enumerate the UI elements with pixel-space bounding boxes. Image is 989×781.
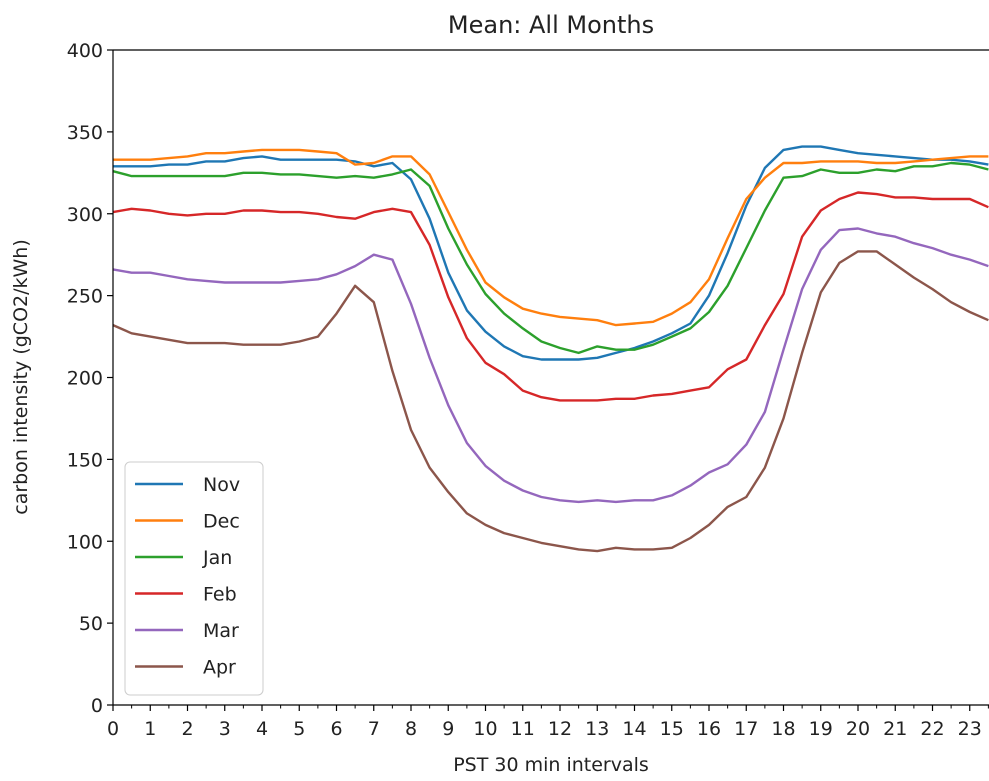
x-tick-label: 21	[883, 718, 907, 740]
legend-label-feb: Feb	[203, 584, 237, 606]
y-tick-label: 350	[67, 122, 103, 144]
x-tick-label: 16	[697, 718, 721, 740]
x-tick-label: 10	[473, 718, 497, 740]
x-tick-label: 2	[181, 718, 193, 740]
x-tick-label: 1	[144, 718, 156, 740]
chart-legend: Nov Dec Jan Feb Mar Apr	[124, 461, 264, 696]
legend-label-nov: Nov	[203, 474, 240, 496]
legend-label-apr: Apr	[203, 657, 236, 679]
legend-label-mar: Mar	[203, 620, 239, 642]
x-axis-label: PST 30 min intervals	[453, 754, 649, 776]
y-tick-label: 400	[67, 40, 103, 62]
x-tick-label: 15	[660, 718, 684, 740]
x-tick-label: 11	[511, 718, 535, 740]
legend-frame	[124, 461, 264, 696]
series-line-mar	[112, 227, 989, 504]
series-line-apr	[112, 250, 989, 553]
x-tick-label: 20	[846, 718, 870, 740]
y-tick-label: 100	[67, 531, 103, 553]
x-tick-label: 12	[548, 718, 572, 740]
series-line-feb	[112, 191, 989, 402]
y-tick-label: 50	[79, 613, 103, 635]
x-tick-label: 23	[958, 718, 982, 740]
series-line-nov	[113, 145, 989, 361]
y-tick-label: 0	[91, 695, 103, 717]
y-tick-label: 250	[67, 286, 103, 308]
series-line-jan	[112, 161, 989, 355]
x-tick-label: 3	[219, 718, 231, 740]
x-axis-ticks: 0 1 2 3 4 5 6 7 8 9 10 11 12 13 14 15 16 17 18 19 20 21 22 23	[107, 705, 989, 740]
y-axis-ticks: 0 50 100 150 200 250 300 350 400	[67, 40, 113, 717]
legend-label-dec: Dec	[203, 511, 240, 533]
x-tick-label: 8	[405, 718, 417, 740]
x-tick-label: 13	[585, 718, 609, 740]
x-tick-label: 6	[330, 718, 342, 740]
chart-title: Mean: All Months	[448, 11, 654, 39]
x-tick-label: 19	[809, 718, 833, 740]
x-tick-label: 22	[920, 718, 944, 740]
x-tick-label: 0	[107, 718, 119, 740]
x-tick-label: 7	[368, 718, 380, 740]
x-tick-label: 18	[771, 718, 795, 740]
legend-label-jan: Jan	[202, 547, 232, 569]
x-tick-label: 17	[734, 718, 758, 740]
y-tick-label: 300	[67, 204, 103, 226]
series-line-dec	[113, 148, 989, 327]
plot-series	[112, 145, 989, 553]
y-tick-label: 200	[67, 368, 103, 390]
x-tick-label: 9	[442, 718, 454, 740]
y-tick-label: 150	[67, 449, 103, 471]
x-tick-label: 14	[622, 718, 646, 740]
x-tick-label: 5	[293, 718, 305, 740]
x-tick-label: 4	[256, 718, 268, 740]
y-axis-label: carbon intensity (gCO2/kWh)	[10, 239, 32, 515]
